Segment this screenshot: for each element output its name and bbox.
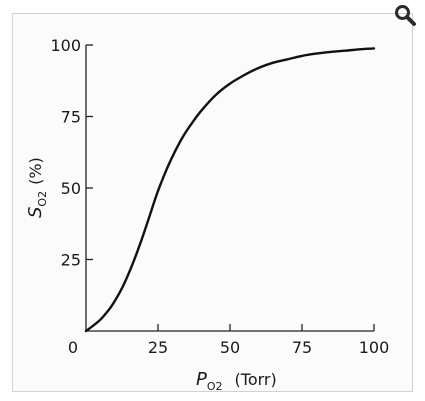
x-axis-ticks: 0 25 50 75 100	[68, 324, 389, 357]
y-axis-title-unit: (%)	[26, 157, 45, 185]
x-tick-label: 100	[359, 338, 390, 357]
y-tick-label: 25	[61, 251, 81, 270]
figure-frame	[12, 13, 413, 392]
x-axis-title-main: P	[196, 369, 207, 390]
y-tick-label: 75	[61, 108, 81, 127]
y-tick-label: 50	[61, 179, 81, 198]
x-axis-title-subscript: O2	[207, 380, 223, 393]
y-axis-ticks: 25 50 75 100	[50, 36, 93, 270]
y-axis-title-subscript: O2	[36, 191, 49, 207]
axes	[85, 45, 374, 332]
x-tick-label: 75	[292, 338, 312, 357]
x-tick-label: 25	[148, 338, 168, 357]
y-axis-title-main: S	[25, 207, 46, 218]
x-tick-label: 0	[68, 338, 78, 357]
y-axis-title: SO2 (%)	[25, 157, 49, 218]
magnifier-icon[interactable]	[393, 3, 417, 27]
x-axis-title: PO2 (Torr)	[196, 369, 277, 393]
y-tick-label: 100	[50, 36, 81, 55]
x-tick-label: 50	[220, 338, 240, 357]
series-line	[84, 47, 376, 333]
x-axis-title-unit: (Torr)	[235, 370, 277, 389]
